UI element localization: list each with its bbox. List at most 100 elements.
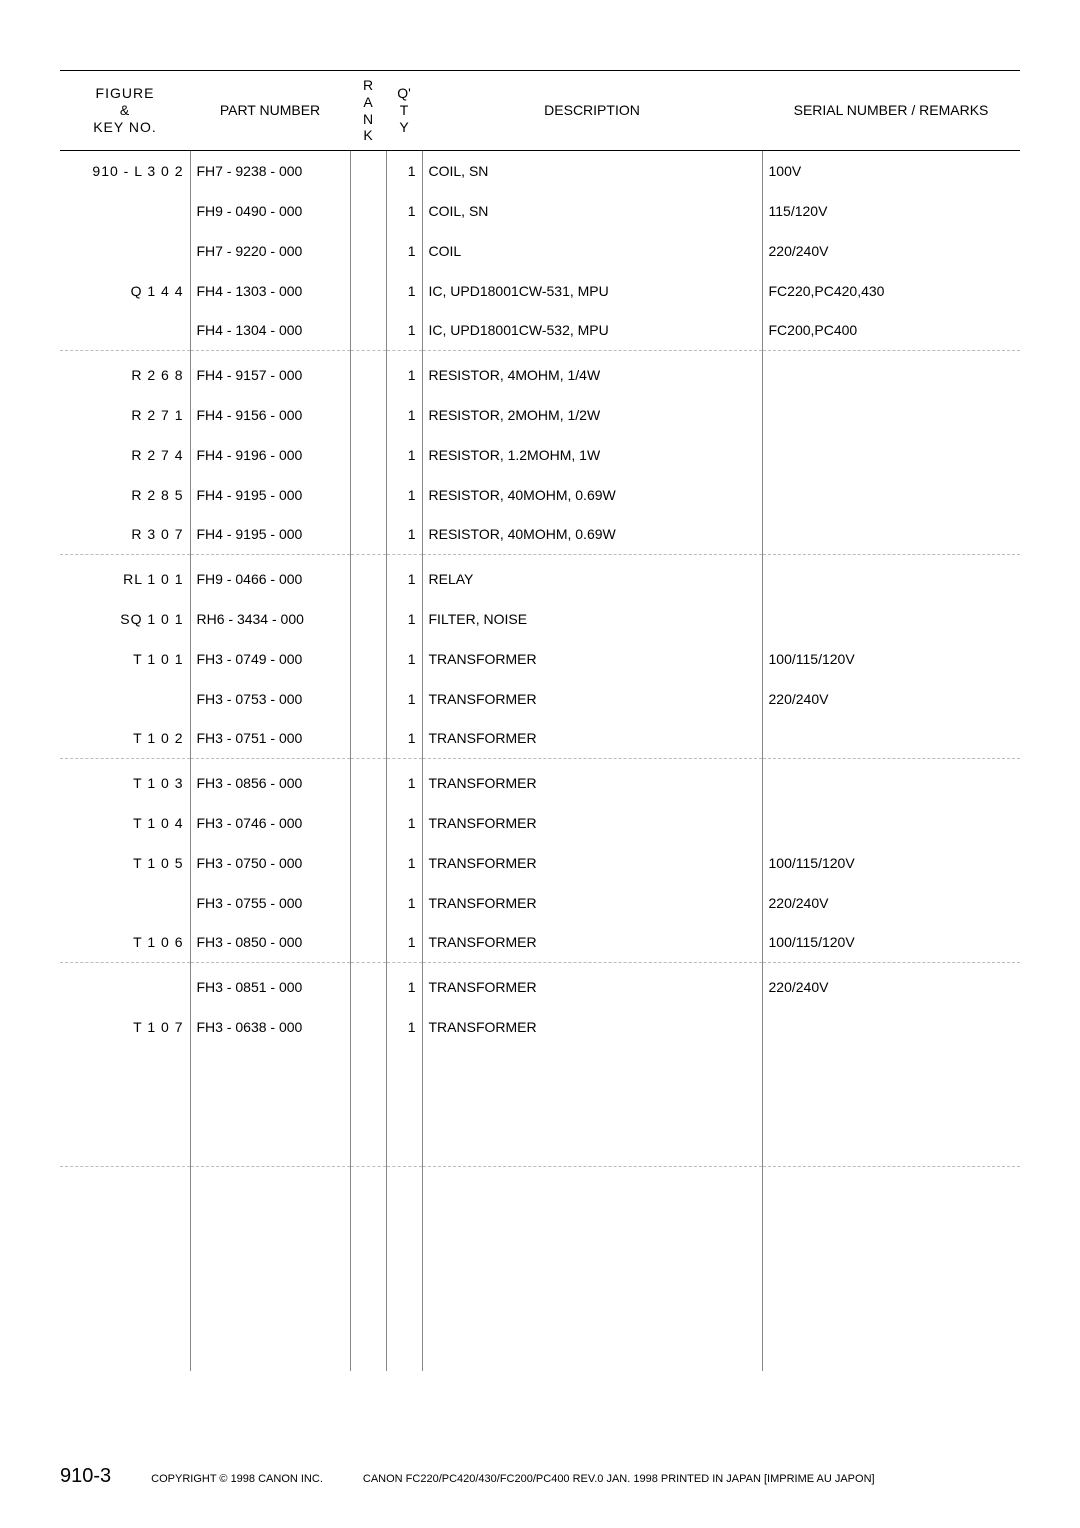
- cell-figure: T 1 0 1: [60, 639, 190, 679]
- cell-qty: 1: [386, 151, 422, 191]
- table-row: R 2 7 1FH4 - 9156 - 0001RESISTOR, 2MOHM,…: [60, 395, 1020, 435]
- cell-desc: RESISTOR, 2MOHM, 1/2W: [422, 395, 762, 435]
- table-row: T 1 0 2FH3 - 0751 - 0001TRANSFORMER: [60, 719, 1020, 759]
- cell-figure: [60, 883, 190, 923]
- cell-remarks: [762, 435, 1020, 475]
- cell-desc: [422, 1251, 762, 1291]
- cell-qty: [386, 1211, 422, 1251]
- cell-figure: RL 1 0 1: [60, 559, 190, 599]
- cell-rank: [350, 231, 386, 271]
- cell-part: [190, 1291, 350, 1331]
- table-row: RL 1 0 1FH9 - 0466 - 0001RELAY: [60, 559, 1020, 599]
- cell-desc: FILTER, NOISE: [422, 599, 762, 639]
- cell-rank: [350, 191, 386, 231]
- cell-desc: IC, UPD18001CW-532, MPU: [422, 311, 762, 351]
- cell-qty: 1: [386, 311, 422, 351]
- cell-part: FH3 - 0753 - 000: [190, 679, 350, 719]
- table-row: FH4 - 1304 - 0001IC, UPD18001CW-532, MPU…: [60, 311, 1020, 351]
- cell-part: [190, 1087, 350, 1127]
- cell-qty: 1: [386, 435, 422, 475]
- cell-rank: [350, 475, 386, 515]
- cell-qty: 1: [386, 599, 422, 639]
- table-header-row: FIGURE&KEY NO. PART NUMBER RANK Q'TY DES…: [60, 71, 1020, 151]
- cell-part: FH4 - 9156 - 000: [190, 395, 350, 435]
- cell-remarks: 100/115/120V: [762, 843, 1020, 883]
- cell-part: FH3 - 0856 - 000: [190, 763, 350, 803]
- cell-desc: TRANSFORMER: [422, 1007, 762, 1047]
- table-row: FH9 - 0490 - 0001COIL, SN115/120V: [60, 191, 1020, 231]
- cell-desc: [422, 1087, 762, 1127]
- table-row: [60, 1211, 1020, 1251]
- cell-figure: [60, 191, 190, 231]
- cell-rank: [350, 719, 386, 759]
- page-number: 910-3: [60, 1465, 111, 1488]
- cell-rank: [350, 395, 386, 435]
- cell-desc: TRANSFORMER: [422, 843, 762, 883]
- cell-rank: [350, 311, 386, 351]
- cell-rank: [350, 763, 386, 803]
- cell-part: FH9 - 0490 - 000: [190, 191, 350, 231]
- cell-qty: 1: [386, 803, 422, 843]
- col-remarks: SERIAL NUMBER / REMARKS: [762, 71, 1020, 151]
- cell-remarks: [762, 1007, 1020, 1047]
- cell-figure: Q 1 4 4: [60, 271, 190, 311]
- page-footer: 910-3 COPYRIGHT © 1998 CANON INC. CANON …: [60, 1465, 1020, 1488]
- cell-part: FH4 - 9196 - 000: [190, 435, 350, 475]
- cell-part: RH6 - 3434 - 000: [190, 599, 350, 639]
- cell-rank: [350, 271, 386, 311]
- cell-rank: [350, 923, 386, 963]
- cell-qty: 1: [386, 883, 422, 923]
- cell-part: FH4 - 1303 - 000: [190, 271, 350, 311]
- cell-desc: RESISTOR, 4MOHM, 1/4W: [422, 355, 762, 395]
- table-row: SQ 1 0 1RH6 - 3434 - 000 1FILTER, NOISE: [60, 599, 1020, 639]
- cell-figure: 910 - L 3 0 2: [60, 151, 190, 191]
- cell-remarks: [762, 355, 1020, 395]
- cell-remarks: 100V: [762, 151, 1020, 191]
- cell-qty: 1: [386, 1007, 422, 1047]
- cell-figure: [60, 1047, 190, 1087]
- cell-qty: 1: [386, 719, 422, 759]
- table-body: 910 - L 3 0 2FH7 - 9238 - 0001COIL, SN10…: [60, 151, 1020, 1371]
- parts-table: FIGURE&KEY NO. PART NUMBER RANK Q'TY DES…: [60, 70, 1020, 1371]
- cell-part: [190, 1251, 350, 1291]
- cell-qty: [386, 1291, 422, 1331]
- cell-rank: [350, 1331, 386, 1371]
- cell-part: FH3 - 0746 - 000: [190, 803, 350, 843]
- cell-figure: R 2 7 4: [60, 435, 190, 475]
- cell-rank: [350, 559, 386, 599]
- cell-qty: 1: [386, 231, 422, 271]
- col-qty: Q'TY: [386, 71, 422, 151]
- cell-part: [190, 1331, 350, 1371]
- cell-rank: [350, 1087, 386, 1127]
- cell-remarks: [762, 559, 1020, 599]
- table-row: Q 1 4 4FH4 - 1303 - 0001IC, UPD18001CW-5…: [60, 271, 1020, 311]
- cell-desc: TRANSFORMER: [422, 923, 762, 963]
- cell-part: FH3 - 0851 - 000: [190, 967, 350, 1007]
- cell-desc: COIL, SN: [422, 151, 762, 191]
- col-figure: FIGURE&KEY NO.: [60, 71, 190, 151]
- table-row: T 1 0 4FH3 - 0746 - 0001TRANSFORMER: [60, 803, 1020, 843]
- cell-remarks: [762, 1251, 1020, 1291]
- cell-remarks: 100/115/120V: [762, 639, 1020, 679]
- table-row: 910 - L 3 0 2FH7 - 9238 - 0001COIL, SN10…: [60, 151, 1020, 191]
- cell-qty: 1: [386, 843, 422, 883]
- cell-rank: [350, 515, 386, 555]
- cell-qty: 1: [386, 475, 422, 515]
- cell-qty: [386, 1251, 422, 1291]
- cell-desc: COIL, SN: [422, 191, 762, 231]
- cell-remarks: [762, 599, 1020, 639]
- cell-remarks: [762, 1171, 1020, 1211]
- cell-figure: T 1 0 2: [60, 719, 190, 759]
- cell-qty: 1: [386, 515, 422, 555]
- cell-remarks: [762, 515, 1020, 555]
- cell-figure: R 2 6 8: [60, 355, 190, 395]
- cell-part: [190, 1211, 350, 1251]
- cell-figure: SQ 1 0 1: [60, 599, 190, 639]
- cell-figure: T 1 0 6: [60, 923, 190, 963]
- table-row: [60, 1291, 1020, 1331]
- cell-qty: 1: [386, 395, 422, 435]
- cell-qty: 1: [386, 355, 422, 395]
- cell-figure: T 1 0 4: [60, 803, 190, 843]
- table-row: T 1 0 6FH3 - 0850 - 0001TRANSFORMER100/1…: [60, 923, 1020, 963]
- cell-remarks: 115/120V: [762, 191, 1020, 231]
